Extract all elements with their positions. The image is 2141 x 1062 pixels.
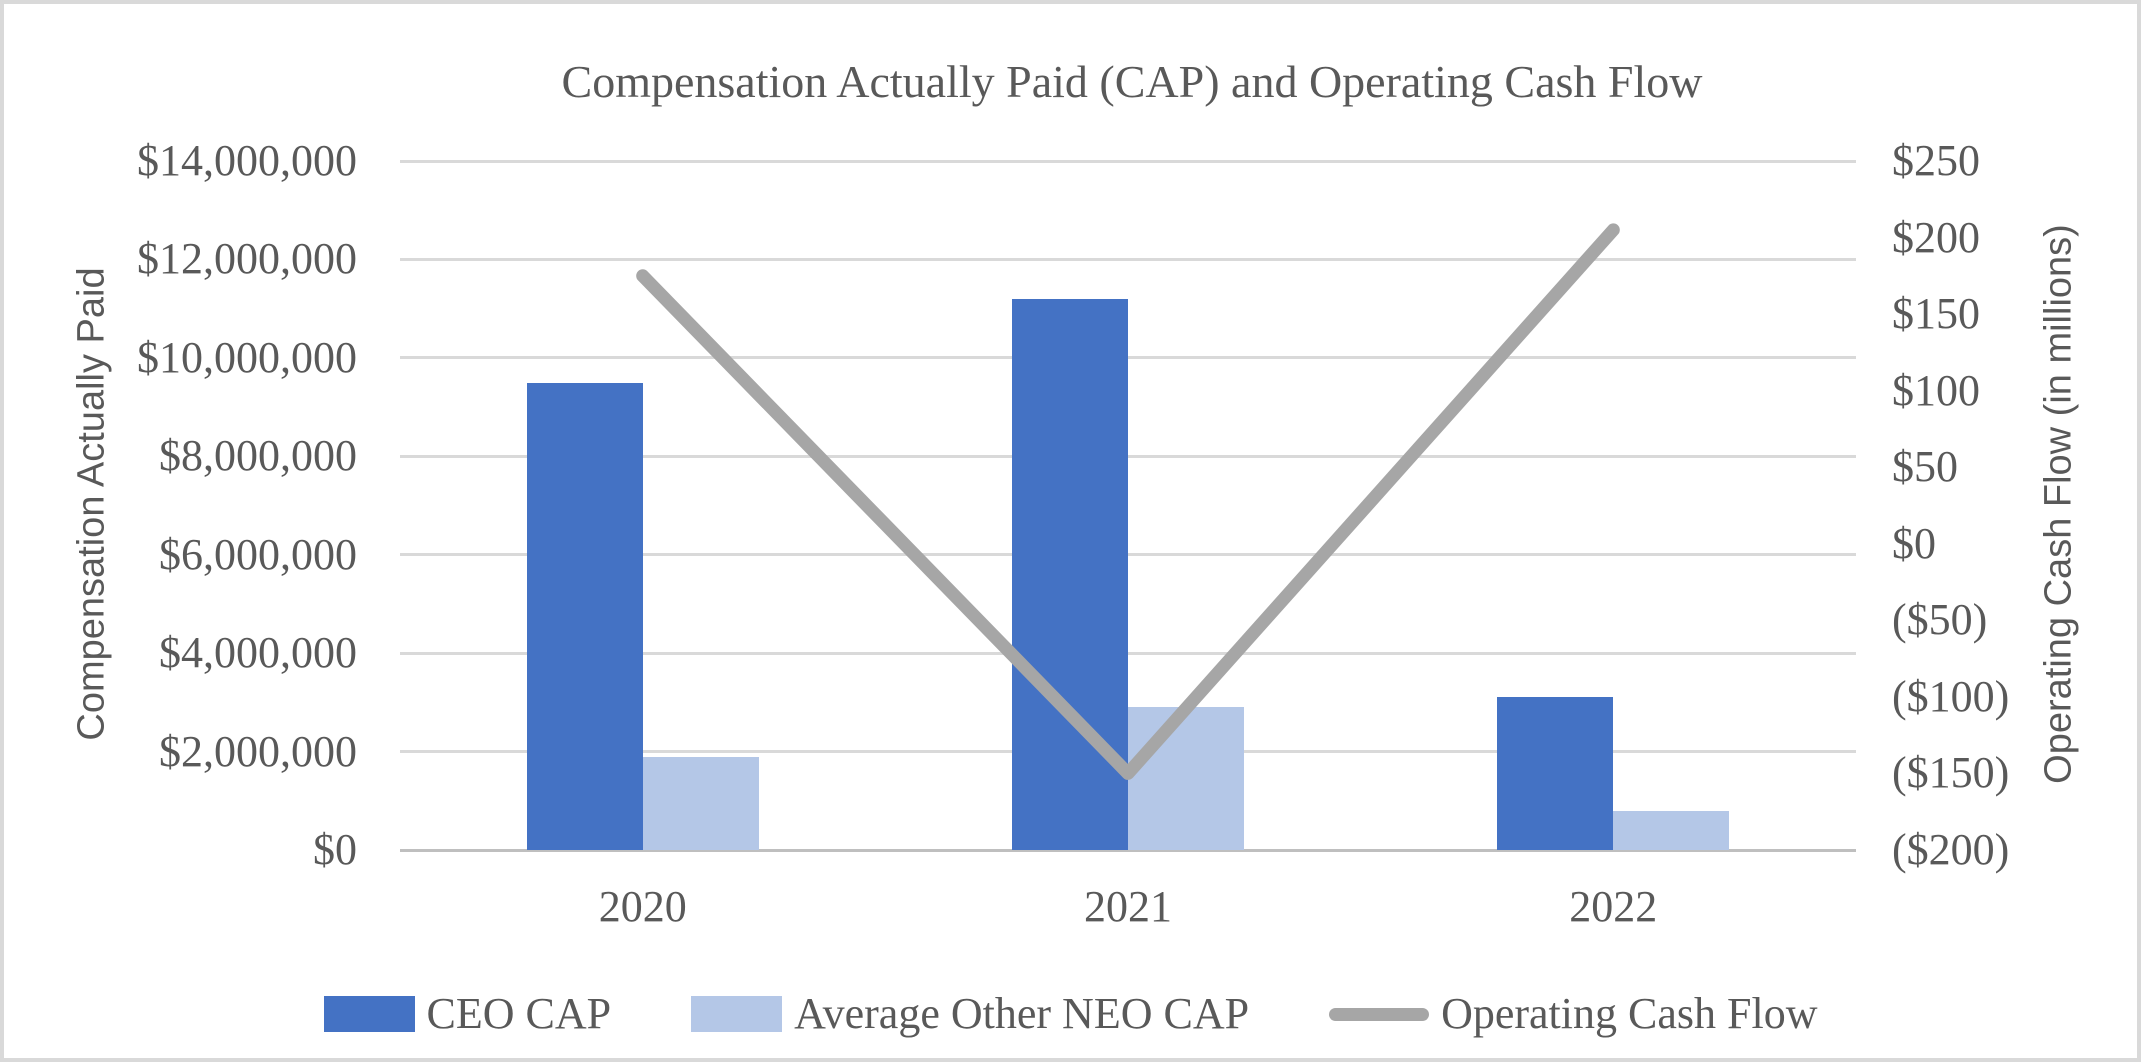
bar-ceo-cap-2022 bbox=[1497, 697, 1614, 850]
right-axis-tick-label: $100 bbox=[1892, 365, 1980, 415]
bar-ceo-cap-2020 bbox=[526, 382, 643, 850]
right-axis-tick-label: $0 bbox=[1892, 518, 1936, 568]
left-axis-tick-label: $2,000,000 bbox=[159, 726, 357, 776]
legend-item-ceo-cap: CEO CAP bbox=[323, 989, 612, 1039]
right-axis-tick-labels: $250 $200 $150 $100 $50 $0 ($50) ($100) ($150) ($… bbox=[1892, 4, 2132, 1058]
bar-average-other-neo-cap-2020 bbox=[642, 756, 759, 850]
ceo-cap-swatch bbox=[323, 996, 415, 1032]
gridline bbox=[400, 356, 1856, 360]
right-axis-tick-label: $250 bbox=[1892, 136, 1980, 185]
legend-label-avg-neo-cap: Average Other NEO CAP bbox=[794, 989, 1250, 1038]
x-axis-label-2020: 2020 bbox=[598, 882, 687, 931]
x-axis-label-2022: 2022 bbox=[1569, 882, 1658, 931]
legend: CEO CAP Average Other NEO CAP Operating … bbox=[4, 989, 2137, 1039]
right-axis-tick-label: ($50) bbox=[1892, 595, 1988, 645]
chart-title: Compensation Actually Paid (CAP) and Ope… bbox=[561, 56, 1703, 107]
right-axis-tick-label: ($150) bbox=[1892, 748, 2010, 798]
left-axis-tick-label: $6,000,000 bbox=[159, 529, 357, 579]
x-axis-line bbox=[400, 848, 1856, 852]
left-axis-tick-label: $4,000,000 bbox=[159, 628, 357, 678]
gridline bbox=[400, 454, 1856, 458]
operating-cash-flow-line bbox=[636, 223, 1620, 780]
legend-item-avg-neo-cap: Average Other NEO CAP bbox=[691, 989, 1249, 1039]
left-axis-tick-label: $0 bbox=[313, 825, 357, 874]
left-axis-tick-labels: $14,000,000 $12,000,000 $10,000,000 $8,000,… bbox=[92, 4, 357, 1058]
left-axis-tick-label: $12,000,000 bbox=[137, 234, 357, 284]
legend-label-ceo-cap: CEO CAP bbox=[426, 989, 612, 1038]
gridline bbox=[400, 159, 1856, 163]
gridline bbox=[400, 257, 1856, 261]
x-axis-label-2021: 2021 bbox=[1084, 882, 1172, 931]
bar-average-other-neo-cap-2021 bbox=[1128, 707, 1244, 850]
left-axis-tick-label: $10,000,000 bbox=[137, 332, 357, 382]
left-axis-tick-label: $14,000,000 bbox=[137, 136, 357, 185]
right-axis-tick-label: ($200) bbox=[1892, 825, 2010, 874]
right-axis-tick-label: $200 bbox=[1892, 212, 1980, 262]
bar-average-other-neo-cap-2022 bbox=[1613, 810, 1730, 850]
left-axis-tick-label: $8,000,000 bbox=[159, 431, 357, 481]
plot-area bbox=[400, 159, 1856, 852]
legend-item-operating-cash-flow: Operating Cash Flow bbox=[1329, 989, 1817, 1039]
operating-cash-flow-swatch bbox=[1329, 1007, 1430, 1021]
right-axis-tick-label: $150 bbox=[1892, 289, 1980, 339]
gridline bbox=[400, 553, 1856, 557]
right-axis-tick-label: $50 bbox=[1892, 442, 1958, 492]
gridline bbox=[400, 651, 1856, 655]
avg-neo-cap-swatch bbox=[691, 996, 783, 1032]
right-axis-tick-label: ($100) bbox=[1892, 671, 2010, 721]
legend-label-operating-cash-flow: Operating Cash Flow bbox=[1441, 989, 1818, 1038]
